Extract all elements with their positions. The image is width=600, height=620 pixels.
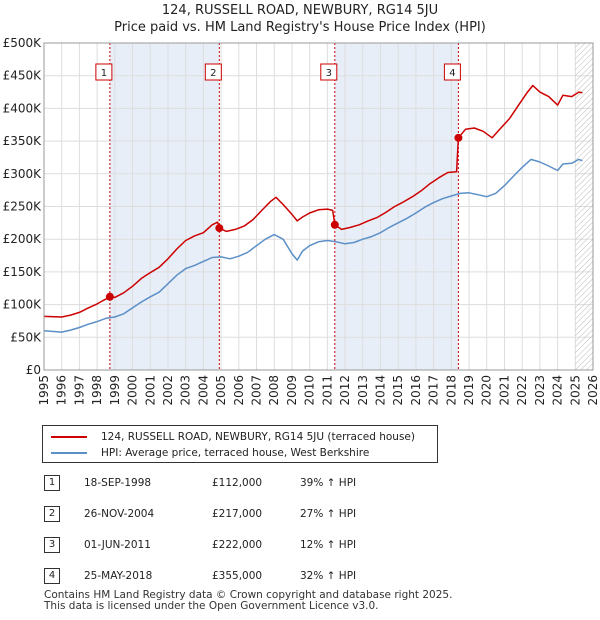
title-line-2: Price paid vs. HM Land Registry's House … bbox=[114, 20, 486, 35]
x-tick-label: 2009 bbox=[285, 375, 299, 406]
x-tick-label: 2005 bbox=[214, 375, 228, 406]
y-tick-label: £300K bbox=[3, 167, 43, 181]
x-tick-label: 2021 bbox=[497, 375, 511, 406]
x-tick-label: 2002 bbox=[161, 375, 175, 406]
sale-dots bbox=[105, 133, 463, 301]
sale-number-label: 4 bbox=[449, 68, 455, 79]
y-tick-label: £200K bbox=[3, 232, 43, 246]
x-tick-label: 2008 bbox=[267, 375, 281, 406]
transaction-hpi-change: 39% ↑ HPI bbox=[300, 477, 357, 489]
x-tick-label: 2011 bbox=[320, 375, 334, 406]
transaction-number: 3 bbox=[44, 537, 60, 553]
transaction-number: 4 bbox=[44, 568, 60, 584]
transaction-price: £217,000 bbox=[212, 508, 263, 520]
sale-number-label: 3 bbox=[326, 68, 332, 79]
x-tick-label: 2017 bbox=[427, 375, 441, 406]
x-tick-label: 1998 bbox=[90, 375, 104, 406]
sale-point bbox=[330, 220, 339, 229]
transaction-number: 1 bbox=[44, 475, 60, 491]
future-hatch-area bbox=[575, 43, 593, 370]
x-tick-label: 2014 bbox=[373, 375, 387, 406]
x-tick-label: 2013 bbox=[356, 375, 370, 406]
legend-label-hpi: HPI: Average price, terraced house, West… bbox=[101, 447, 370, 459]
x-tick-label: 2015 bbox=[391, 375, 405, 406]
transaction-number: 2 bbox=[44, 506, 60, 522]
transaction-hpi-change: 32% ↑ HPI bbox=[300, 570, 357, 582]
price-chart: 1 2 3 4 £0 £50K £100K £150K £200K £250K £300K £350… bbox=[3, 36, 600, 406]
series-lines bbox=[43, 84, 583, 333]
transaction-date: 01-JUN-2011 bbox=[84, 539, 151, 551]
transaction-price: £355,000 bbox=[212, 570, 263, 582]
sale-number-boxes: 1 2 3 4 bbox=[95, 63, 461, 81]
transaction-price: £222,000 bbox=[212, 539, 263, 551]
x-tick-label: 2022 bbox=[515, 375, 529, 406]
sale-number-box bbox=[443, 63, 461, 81]
x-tick-label: 2004 bbox=[196, 375, 210, 406]
x-tick-label: 2019 bbox=[462, 375, 476, 406]
sale-number-box bbox=[95, 63, 113, 81]
sale-number-label: 2 bbox=[210, 68, 216, 79]
x-tick-label: 2007 bbox=[250, 375, 264, 406]
x-tick-label: 1997 bbox=[72, 375, 86, 406]
sale-point bbox=[454, 133, 463, 142]
x-tick-label: 1999 bbox=[108, 375, 122, 406]
y-tick-label: £500K bbox=[3, 36, 43, 50]
y-axis-ticks: £0 £50K £100K £150K £200K £250K £300K £350K £400… bbox=[3, 36, 43, 377]
x-tick-label: 2016 bbox=[409, 375, 423, 406]
x-tick-label: 2020 bbox=[480, 375, 494, 406]
transaction-hpi-change: 27% ↑ HPI bbox=[300, 508, 357, 520]
transaction-price: £112,000 bbox=[212, 477, 263, 489]
x-tick-label: 2023 bbox=[533, 375, 547, 406]
x-tick-label: 1995 bbox=[37, 375, 51, 406]
y-tick-label: £450K bbox=[3, 69, 43, 83]
sale-point bbox=[105, 292, 114, 301]
sale-point bbox=[215, 224, 224, 233]
y-tick-label: £50K bbox=[10, 330, 42, 344]
legend: 124, RUSSELL ROAD, NEWBURY, RG14 5JU (te… bbox=[42, 425, 438, 463]
x-tick-label: 2006 bbox=[232, 375, 246, 406]
legend-label-property: 124, RUSSELL ROAD, NEWBURY, RG14 5JU (te… bbox=[101, 431, 415, 443]
x-tick-label: 1996 bbox=[55, 375, 69, 406]
x-tick-label: 2003 bbox=[179, 375, 193, 406]
sale-number-box bbox=[320, 63, 338, 81]
legend-item-property: 124, RUSSELL ROAD, NEWBURY, RG14 5JU (te… bbox=[51, 429, 415, 445]
transaction-hpi-change: 12% ↑ HPI bbox=[300, 539, 357, 551]
y-tick-label: £400K bbox=[3, 101, 43, 115]
transaction-date: 25-MAY-2018 bbox=[84, 570, 153, 582]
series-line bbox=[43, 84, 583, 318]
transaction-date: 18-SEP-1998 bbox=[84, 477, 152, 489]
transaction-date: 26-NOV-2004 bbox=[84, 508, 155, 520]
future-hatch bbox=[575, 43, 593, 370]
y-tick-label: £250K bbox=[3, 200, 43, 214]
title-line-1: 124, RUSSELL ROAD, NEWBURY, RG14 5JU bbox=[161, 3, 439, 18]
legend-swatch-property bbox=[51, 436, 87, 438]
footer-line-2: This data is licensed under the Open Gov… bbox=[44, 600, 379, 612]
y-tick-label: £150K bbox=[3, 265, 43, 279]
footer-notice: Contains HM Land Registry data © Crown c… bbox=[44, 590, 452, 612]
sale-number-label: 1 bbox=[101, 68, 107, 79]
x-tick-label: 2024 bbox=[551, 375, 565, 406]
y-tick-label: £0 bbox=[26, 363, 41, 377]
y-tick-label: £350K bbox=[3, 134, 43, 148]
sale-markers-lines bbox=[109, 43, 459, 370]
chart-title: 124, RUSSELL ROAD, NEWBURY, RG14 5JU Pri… bbox=[0, 2, 600, 36]
x-axis-ticks: 1995 1996 1997 1998 1999 2000 2001 2002 2003 2004… bbox=[37, 375, 600, 406]
plot-frame bbox=[43, 42, 594, 371]
x-tick-label: 2001 bbox=[143, 375, 157, 406]
legend-swatch-hpi bbox=[51, 452, 87, 454]
x-tick-label: 2010 bbox=[303, 375, 317, 406]
y-tick-label: £100K bbox=[3, 298, 43, 312]
x-tick-label: 2026 bbox=[586, 375, 600, 406]
legend-item-hpi: HPI: Average price, terraced house, West… bbox=[51, 445, 369, 461]
sale-number-box bbox=[204, 63, 222, 81]
series-line bbox=[43, 158, 583, 333]
x-tick-label: 2025 bbox=[568, 375, 582, 406]
x-tick-label: 2018 bbox=[444, 375, 458, 406]
gridlines bbox=[43, 42, 594, 371]
x-tick-label: 2000 bbox=[126, 375, 140, 406]
footer-line-1: Contains HM Land Registry data © Crown c… bbox=[44, 589, 453, 601]
x-tick-label: 2012 bbox=[338, 375, 352, 406]
